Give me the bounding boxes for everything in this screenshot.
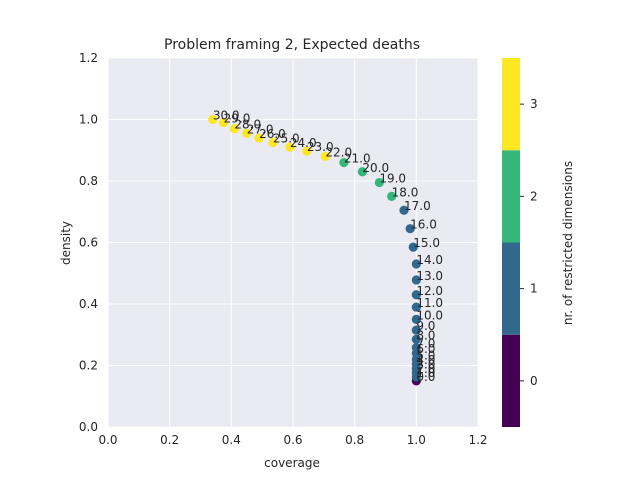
point-label: 3.0 bbox=[416, 358, 435, 372]
scatter-point bbox=[320, 151, 330, 161]
colorbar-segment bbox=[502, 334, 520, 427]
colorbar-tick-label: 1 bbox=[530, 282, 538, 296]
y-axis-label: density bbox=[59, 221, 73, 265]
y-tick-label: 0.4 bbox=[79, 297, 98, 311]
point-labels: 0.01.02.03.04.05.06.07.08.09.010.011.012… bbox=[213, 109, 443, 384]
point-label: 16.0 bbox=[410, 218, 437, 232]
x-tick-label: 0.2 bbox=[160, 433, 179, 447]
scatter-point bbox=[229, 124, 240, 134]
scatter-point bbox=[405, 224, 415, 234]
point-label: 23.0 bbox=[307, 140, 334, 154]
scatter-point bbox=[302, 146, 312, 156]
point-label: 1.0 bbox=[416, 366, 435, 380]
scatter-point bbox=[357, 167, 367, 177]
scatter-point bbox=[387, 191, 397, 201]
point-label: 8.0 bbox=[416, 328, 435, 342]
scatter-point bbox=[254, 133, 264, 143]
scatter-point bbox=[411, 290, 421, 300]
colorbar: 0 1 2 3 bbox=[502, 58, 538, 427]
point-label: 27.0 bbox=[247, 122, 274, 136]
y-tick-label: 1.2 bbox=[79, 51, 98, 65]
colorbar-segment bbox=[502, 58, 520, 151]
point-label: 30.0 bbox=[213, 109, 240, 123]
scatter-point bbox=[285, 142, 295, 152]
point-label: 20.0 bbox=[362, 161, 389, 175]
point-label: 0.0 bbox=[416, 370, 435, 384]
y-tick-label: 0.8 bbox=[79, 174, 98, 188]
point-label: 11.0 bbox=[416, 296, 443, 310]
scatter-point bbox=[411, 334, 421, 344]
point-label: 14.0 bbox=[416, 253, 443, 267]
scatter-points bbox=[208, 114, 421, 386]
point-label: 19.0 bbox=[379, 172, 406, 186]
colorbar-segment bbox=[502, 242, 520, 335]
scatter-point bbox=[411, 259, 421, 269]
point-label: 5.0 bbox=[416, 348, 435, 362]
x-tick-label: 0.6 bbox=[283, 433, 302, 447]
point-label: 12.0 bbox=[416, 284, 443, 298]
y-tick-label: 1.0 bbox=[79, 113, 98, 127]
x-tick-label: 1.2 bbox=[468, 433, 487, 447]
point-label: 4.0 bbox=[416, 353, 435, 367]
x-tick-label: 1.0 bbox=[407, 433, 426, 447]
scatter-point bbox=[411, 275, 421, 285]
y-tick-label: 0.6 bbox=[79, 236, 98, 250]
x-axis-label: coverage bbox=[264, 456, 320, 470]
scatter-point bbox=[219, 117, 229, 128]
point-label: 28.0 bbox=[234, 118, 261, 132]
scatter-point bbox=[339, 157, 349, 168]
point-label: 6.0 bbox=[416, 342, 435, 356]
scatter-point bbox=[411, 343, 421, 353]
point-label: 22.0 bbox=[325, 145, 352, 159]
scatter-point bbox=[408, 242, 418, 252]
point-label: 17.0 bbox=[404, 199, 431, 213]
colorbar-label: nr. of restricted dimensions bbox=[561, 161, 575, 325]
scatter-point bbox=[411, 325, 421, 335]
point-label: 25.0 bbox=[273, 132, 300, 146]
point-label: 24.0 bbox=[290, 136, 317, 150]
point-label: 18.0 bbox=[392, 185, 419, 199]
x-tick-label: 0.4 bbox=[222, 433, 241, 447]
y-tick-label: 0.2 bbox=[79, 359, 98, 373]
point-label: 13.0 bbox=[416, 269, 443, 283]
x-tick-label: 0.0 bbox=[98, 433, 117, 447]
point-label: 26.0 bbox=[259, 127, 286, 141]
colorbar-tick-label: 0 bbox=[530, 374, 538, 388]
point-label: 15.0 bbox=[413, 236, 440, 250]
scatter-point bbox=[268, 137, 278, 148]
point-label: 10.0 bbox=[416, 308, 443, 322]
y-axis-ticks: 0.0 0.2 0.4 0.6 0.8 1.0 1.2 bbox=[79, 51, 98, 434]
scatter-point bbox=[399, 205, 409, 215]
colorbar-segment bbox=[502, 150, 520, 243]
scatter-point bbox=[411, 302, 421, 312]
point-label: 29.0 bbox=[224, 112, 251, 126]
x-tick-label: 0.8 bbox=[345, 433, 364, 447]
y-tick-label: 0.0 bbox=[79, 420, 98, 434]
colorbar-tick-label: 2 bbox=[530, 189, 538, 203]
scatter-point bbox=[411, 314, 421, 324]
scatter-point bbox=[208, 114, 218, 125]
point-label: 2.0 bbox=[416, 362, 435, 376]
colorbar-tick-label: 3 bbox=[530, 97, 538, 111]
point-label: 21.0 bbox=[344, 152, 371, 166]
point-label: 9.0 bbox=[416, 319, 435, 333]
x-axis-ticks: 0.0 0.2 0.4 0.6 0.8 1.0 1.2 bbox=[98, 433, 487, 447]
point-label: 7.0 bbox=[416, 337, 435, 351]
chart-title: Problem framing 2, Expected deaths bbox=[164, 37, 420, 53]
scatter-point bbox=[374, 177, 384, 188]
scatter-point bbox=[242, 128, 252, 138]
